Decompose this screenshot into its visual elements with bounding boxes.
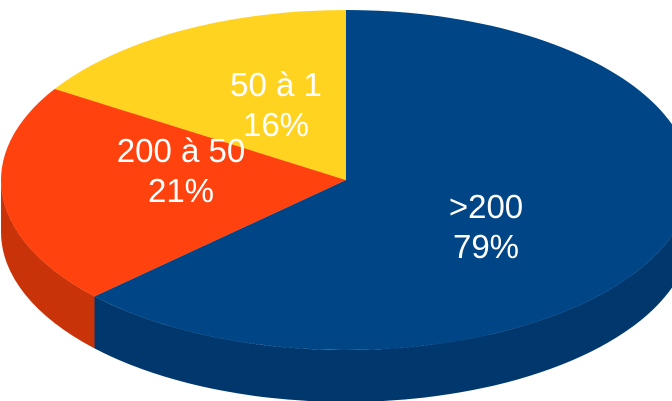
slice-200-50	[1, 88, 347, 297]
slice-label-200-50: 200 à 50	[117, 132, 245, 169]
slice-percent-200-50: 21%	[148, 172, 214, 209]
slice-side-200	[94, 235, 672, 401]
slice-label-50-1: 50 à 1	[230, 66, 322, 103]
slice-50-1	[54, 10, 347, 180]
pie-labels: >200 79% 200 à 50 21% 50 à 1 16%	[117, 66, 523, 265]
pie-side-walls	[1, 180, 672, 401]
slice-percent-50-1: 16%	[243, 106, 309, 143]
slice-label-gt200: >200	[449, 188, 523, 225]
pie-slices	[1, 10, 672, 350]
slice-200	[94, 10, 672, 350]
slice-percent-gt200: 79%	[453, 228, 519, 265]
slice-side-200-50	[1, 180, 95, 349]
